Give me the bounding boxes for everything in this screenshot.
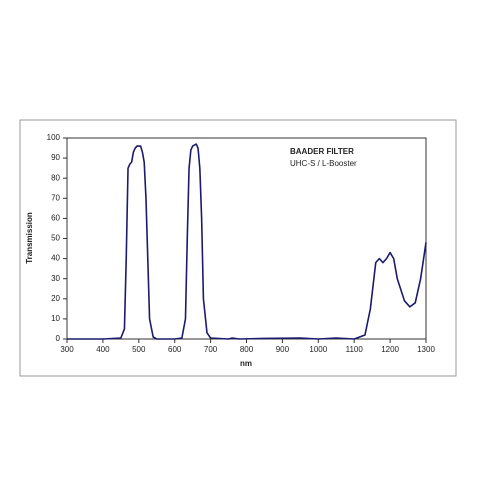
x-tick-label: 600: [168, 345, 182, 354]
x-tick-label: 500: [132, 345, 146, 354]
y-tick-label: 70: [51, 193, 60, 202]
x-tick-label: 400: [96, 345, 110, 354]
x-tick-label: 1100: [346, 345, 364, 354]
line-series: [67, 143, 427, 340]
chart-frame: [19, 119, 457, 377]
y-tick-label: 60: [51, 214, 60, 223]
y-tick-label: 10: [51, 314, 60, 323]
y-tick-label: 80: [51, 173, 60, 182]
x-axis-label: nm: [240, 359, 252, 368]
y-tick-label: 50: [51, 234, 60, 243]
y-tick-label: 20: [51, 294, 60, 303]
y-tick-label: 0: [56, 334, 61, 343]
x-tick-label: 800: [240, 345, 254, 354]
x-tick-label: 700: [204, 345, 218, 354]
annotation: BAADER FILTER: [290, 147, 354, 156]
y-tick-label: 100: [47, 133, 61, 142]
annotation: UHC-S / L-Booster: [290, 159, 357, 168]
x-tick-label: 1300: [417, 345, 435, 354]
x-tick-label: 1200: [381, 345, 399, 354]
x-tick-label: 1000: [309, 345, 327, 354]
y-tick-label: 40: [51, 254, 60, 263]
y-axis-label: Transmission: [25, 212, 34, 264]
x-tick-label: 300: [60, 345, 74, 354]
y-tick-label: 30: [51, 274, 60, 283]
x-tick-label: 900: [276, 345, 290, 354]
y-tick-label: 90: [51, 153, 60, 162]
